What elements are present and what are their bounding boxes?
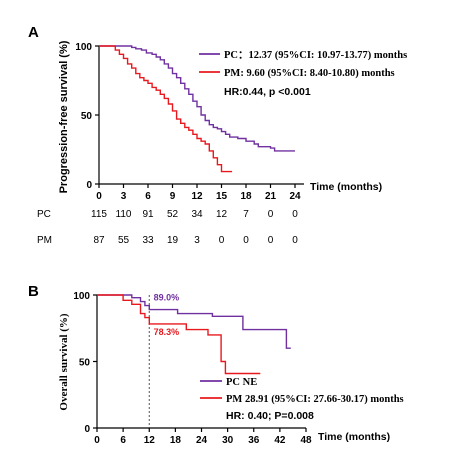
panel-b-legend-pm-name: PM bbox=[226, 394, 242, 405]
panel-b-label-pc-12m: 89.0% bbox=[154, 292, 180, 302]
panel-b-legend-pc-name: PC bbox=[226, 377, 240, 388]
panel-a-x-tick-label: 3 bbox=[121, 191, 127, 202]
panel-b-legend: PC NE PM 28.91 (95%CI: 27.66-30.17) mont… bbox=[200, 377, 404, 422]
panel-a-x-tick-label: 21 bbox=[265, 191, 277, 202]
panel-a-y-tick-label: 50 bbox=[81, 111, 93, 122]
panel-a-legend-pc: PC：12.37 (95%CI: 10.97-13.77) months bbox=[224, 50, 407, 61]
risk-cell-pm: 0 bbox=[268, 235, 274, 246]
panel-a-y-tick-label: 100 bbox=[75, 42, 92, 53]
panel-a-xlabel: Time (months) bbox=[310, 181, 382, 193]
panel-a-x-ticks: 0 3 6 9 12 15 18 21 24 bbox=[96, 184, 301, 202]
risk-cell-pm: 55 bbox=[118, 235, 130, 246]
panel-b-x-ticks: 0 6 12 18 24 30 36 42 48 bbox=[94, 428, 312, 446]
panel-a-x-tick-label: 9 bbox=[170, 191, 176, 202]
panel-b-legend-pm-text: 28.91 (95%CI: 27.66-30.17) months bbox=[242, 394, 403, 405]
panel-b-x-tick-label: 30 bbox=[222, 435, 234, 446]
risk-cell-pc: 110 bbox=[116, 209, 132, 220]
panel-b-x-tick-label: 24 bbox=[196, 435, 208, 446]
panel-b-x-tick-label: 18 bbox=[170, 435, 182, 446]
panel-a-x-tick-label: 0 bbox=[96, 191, 102, 202]
panel-b-x-tick-label: 6 bbox=[120, 435, 126, 446]
panel-b-label: B bbox=[28, 283, 39, 300]
panel-a-series-pm-line bbox=[99, 45, 233, 173]
panel-b-series-pm-line bbox=[97, 294, 261, 375]
panel-b-x-tick-label: 36 bbox=[248, 435, 260, 446]
panel-b-y-ticks: 0 50 100 bbox=[73, 291, 97, 435]
panel-a-y-ticks: 0 50 100 bbox=[75, 42, 99, 191]
panel-b-x-tick-label: 0 bbox=[94, 435, 100, 446]
risk-cell-pm: 0 bbox=[292, 235, 298, 246]
panel-b-x-tick-label: 12 bbox=[144, 435, 156, 446]
risk-cell-pc: 115 bbox=[91, 209, 107, 220]
panel-b-ylabel: Overall survival (%) bbox=[58, 313, 70, 410]
panel-b-x-tick-label: 42 bbox=[274, 435, 286, 446]
panel-a-x-tick-label: 24 bbox=[289, 191, 301, 202]
risk-row-label-pc: PC bbox=[37, 209, 51, 220]
risk-cell-pc: 34 bbox=[191, 209, 203, 220]
risk-cell-pc: 7 bbox=[243, 209, 249, 220]
panel-b-legend-pc: PC NE bbox=[226, 377, 257, 388]
risk-cell-pm: 33 bbox=[142, 235, 154, 246]
panel-a-legend: PC：12.37 (95%CI: 10.97-13.77) months PM:… bbox=[199, 50, 407, 98]
panel-b-x-tick-label: 48 bbox=[300, 435, 312, 446]
risk-cell-pc: 0 bbox=[292, 209, 298, 220]
risk-cell-pm: 3 bbox=[194, 235, 200, 246]
panel-b-y-tick-label: 0 bbox=[84, 424, 90, 435]
panel-a-annotation: HR:0.44, p <0.001 bbox=[224, 86, 311, 98]
panel-a: A Progression-free survival (%) 0 50 100 0… bbox=[28, 24, 407, 246]
panel-a-label: A bbox=[28, 24, 39, 41]
panel-b-legend-pc-text: NE bbox=[240, 377, 257, 388]
panel-a-x-tick-label: 18 bbox=[240, 191, 252, 202]
panel-a-x-tick-label: 12 bbox=[191, 191, 203, 202]
risk-cell-pm: 87 bbox=[93, 235, 105, 246]
risk-cell-pc: 52 bbox=[167, 209, 179, 220]
panel-b-series-pc-line bbox=[97, 294, 291, 349]
panel-a-legend-pc-text: ：12.37 (95%CI: 10.97-13.77) months bbox=[238, 50, 407, 61]
risk-cell-pc: 0 bbox=[268, 209, 274, 220]
panel-a-legend-pm-text: : 9.60 (95%CI: 8.40-10.80) months bbox=[240, 68, 394, 79]
panel-a-legend-pc-name: PC bbox=[224, 50, 238, 61]
panel-b: B Overall survival (%) 0 50 100 0 6 12 18 24 30… bbox=[28, 283, 404, 446]
panel-a-y-tick-label: 0 bbox=[86, 180, 92, 191]
panel-a-legend-pm: PM: 9.60 (95%CI: 8.40-10.80) months bbox=[224, 68, 395, 79]
panel-b-label-pm-12m: 78.3% bbox=[154, 327, 180, 337]
panel-b-y-tick-label: 100 bbox=[73, 291, 90, 302]
panel-b-annotation: HR: 0.40; P=0.008 bbox=[226, 410, 314, 422]
panel-a-series-pc-line bbox=[99, 45, 295, 152]
panel-b-legend-pm: PM 28.91 (95%CI: 27.66-30.17) months bbox=[226, 394, 404, 405]
panel-a-ylabel: Progression-free survival (%) bbox=[58, 40, 70, 193]
risk-cell-pm: 0 bbox=[219, 235, 225, 246]
panel-a-x-tick-label: 6 bbox=[145, 191, 151, 202]
panel-a-x-tick-label: 15 bbox=[216, 191, 228, 202]
panel-a-legend-pm-name: PM bbox=[224, 68, 240, 79]
risk-row-label-pm: PM bbox=[37, 235, 52, 246]
panel-b-xlabel: Time (months) bbox=[318, 431, 390, 443]
risk-cell-pm: 19 bbox=[167, 235, 179, 246]
risk-cell-pc: 12 bbox=[216, 209, 228, 220]
panel-b-y-tick-label: 50 bbox=[79, 358, 91, 369]
risk-cell-pm: 0 bbox=[243, 235, 249, 246]
risk-cell-pc: 91 bbox=[142, 209, 154, 220]
panel-a-risk-table: PC PM 115 110 91 52 34 12 7 0 0 87 55 33 19 3 0 0 0 0 bbox=[37, 209, 298, 246]
